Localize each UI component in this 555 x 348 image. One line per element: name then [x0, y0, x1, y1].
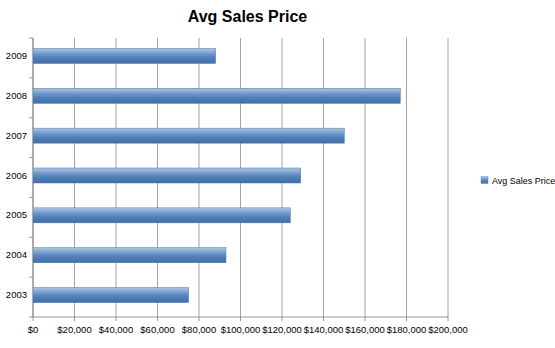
chart: Avg Sales Price $0 $20,000 $40,000 $60,000 $8…: [0, 0, 555, 348]
title: Avg Sales Price: [188, 8, 308, 25]
category-tick: [29, 237, 33, 238]
tick-label: $200,000: [428, 324, 468, 335]
bar: [33, 48, 216, 63]
tick-mark: [74, 317, 75, 321]
grid-line: [323, 38, 324, 317]
category-label: 2006: [6, 170, 27, 181]
bar: [33, 168, 301, 183]
legend-swatch: [481, 177, 488, 184]
grid-line: [448, 38, 449, 317]
page: {"chart_data": {"type": "bar", "title": …: [0, 0, 555, 348]
tick-label: $140,000: [304, 324, 344, 335]
grid-line: [406, 38, 407, 317]
bar: [33, 128, 344, 143]
bar: [33, 248, 226, 263]
tick-label: $0: [28, 324, 39, 335]
bars: [33, 48, 400, 302]
tick-mark: [157, 317, 158, 321]
legend-label: Avg Sales Price: [492, 176, 555, 186]
tick-label: $80,000: [182, 324, 216, 335]
category-label: 2009: [6, 50, 27, 61]
category-tick: [29, 317, 33, 318]
category-tick: [29, 197, 33, 198]
bar: [33, 208, 290, 223]
category-tick: [29, 117, 33, 118]
tick-mark: [365, 317, 366, 321]
tick-label: $120,000: [262, 324, 302, 335]
tick-mark: [240, 317, 241, 321]
tick-label: $160,000: [345, 324, 385, 335]
tick-mark: [116, 317, 117, 321]
bar: [33, 288, 189, 303]
bar: [33, 88, 400, 103]
grid: [33, 38, 448, 321]
category-label: 2003: [6, 289, 27, 300]
tick-label: $180,000: [387, 324, 427, 335]
grid-line: [365, 38, 366, 317]
category-label: 2005: [6, 209, 27, 220]
x-axis: [33, 317, 448, 318]
category-tick: [29, 77, 33, 78]
tick-mark: [323, 317, 324, 321]
category-label: 2008: [6, 90, 27, 101]
category-tick: [29, 38, 33, 39]
category-label: 2004: [6, 249, 27, 260]
tick-mark: [448, 317, 449, 321]
tick-label: $40,000: [99, 324, 133, 335]
tick-label: $60,000: [140, 324, 174, 335]
category-tick: [29, 157, 33, 158]
tick-label: $100,000: [221, 324, 261, 335]
tick-mark: [282, 317, 283, 321]
tick-mark: [33, 317, 34, 321]
tick-mark: [199, 317, 200, 321]
category-tick: [29, 277, 33, 278]
tick-label: $20,000: [57, 324, 91, 335]
tick-mark: [406, 317, 407, 321]
category-label: 2007: [6, 130, 27, 141]
